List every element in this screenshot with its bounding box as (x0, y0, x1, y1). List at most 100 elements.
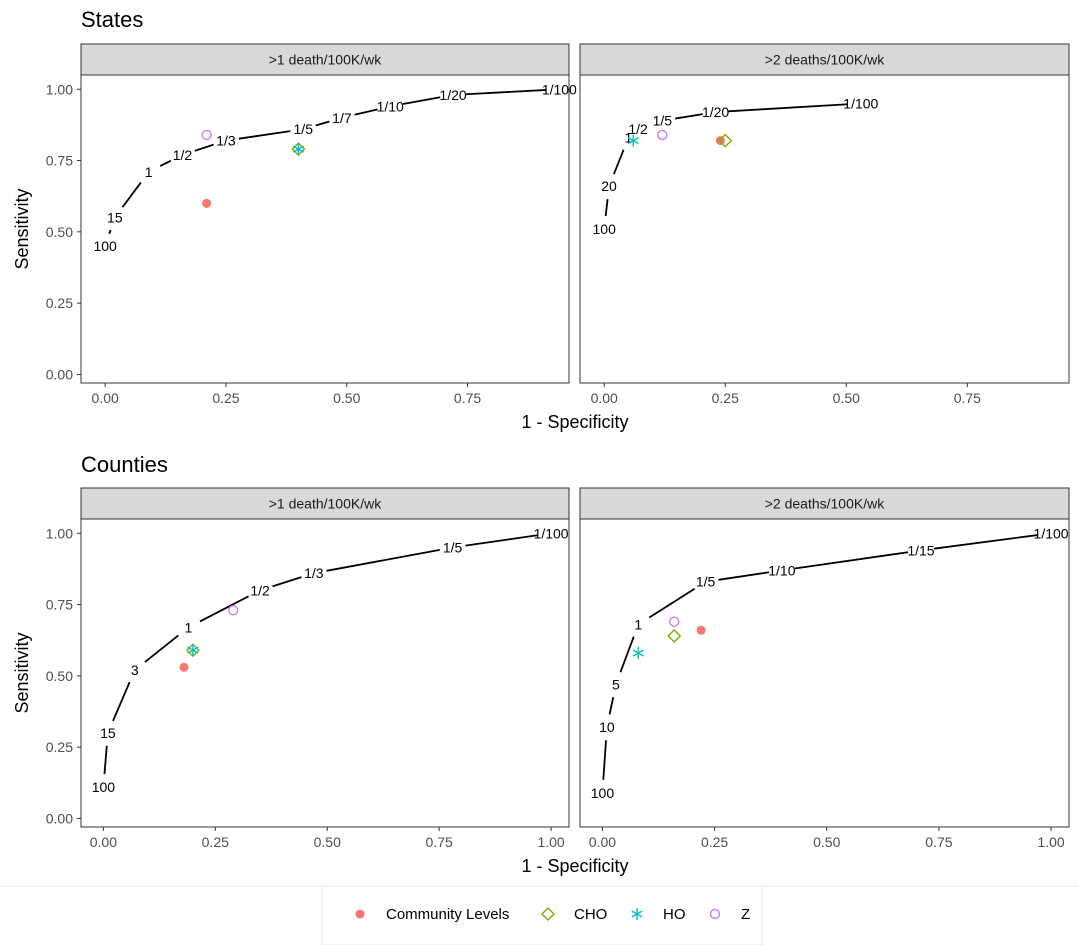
legend-item: CHO (541, 906, 607, 923)
y-tick-label: 0.75 (46, 597, 73, 613)
chart-panel: >2 deaths/100K/wk 0.00 0.25 0.50 0.75 1.00 100… (579, 487, 1070, 850)
x-tick-label: 0.25 (212, 390, 239, 406)
x-tick-label: 0.25 (712, 390, 739, 406)
threshold-label: 1/3 (216, 133, 236, 149)
facet-strip (80, 487, 570, 520)
x-tick-label: 0.75 (426, 834, 453, 850)
y-tick-label: 0.25 (46, 295, 73, 311)
legend-label: Community Levels (386, 906, 509, 923)
x-tick-label: 0.75 (954, 390, 981, 406)
community-levels-point (696, 625, 706, 635)
chart-panel: Counties >1 death/100K/wk 0.00 0.25 0.50 0.75… (12, 452, 570, 850)
legend-box (321, 885, 763, 945)
roc-curve-segment (465, 89, 547, 96)
threshold-label: 100 (591, 785, 615, 801)
roc-curve-segment (194, 143, 214, 152)
threshold-label: 1/100 (843, 96, 878, 112)
x-tick-label: 0.00 (90, 834, 117, 850)
threshold-label: 20 (601, 178, 617, 194)
y-tick-label: 0.75 (46, 153, 73, 169)
roc-curve-segment (354, 108, 378, 116)
roc-curve-segment (144, 634, 179, 663)
roc-curve-segment (326, 548, 440, 572)
roc-curve-segment (619, 636, 635, 673)
roc-curve-segment (159, 159, 172, 167)
chart-panel: States >1 death/100K/wk 0.00 0.25 0.50 0.75 1.… (12, 7, 577, 406)
x-tick-label: 0.50 (333, 390, 360, 406)
legend-label: HO (663, 906, 686, 923)
y-tick-label: 1.00 (46, 525, 73, 541)
roc-curve-segment (794, 551, 909, 570)
roc-curve-segment (238, 130, 291, 140)
threshold-label: 1/5 (696, 574, 716, 590)
threshold-label: 1/2 (250, 582, 270, 598)
threshold-label: 15 (100, 725, 116, 741)
threshold-label: 100 (93, 238, 117, 254)
threshold-label: 10 (599, 719, 615, 735)
panel-border (80, 518, 570, 828)
y-axis-title: Sensitivity (12, 188, 32, 269)
z-point (228, 605, 239, 616)
legend-item: HO (631, 906, 686, 923)
chart-area: States >1 death/100K/wk 0.00 0.25 0.50 0.75 1.… (12, 7, 1070, 876)
roc-curve-segment (402, 96, 441, 105)
z-point (657, 129, 668, 141)
threshold-label: 1/100 (542, 81, 577, 97)
threshold-label: 1/5 (443, 540, 463, 556)
ho-point (187, 644, 199, 657)
roc-curve-segment (608, 696, 615, 715)
cho-point (667, 628, 682, 643)
x-axis-title: 1 - Specificity (521, 412, 628, 432)
roc-curve-segment (199, 595, 249, 623)
x-tick-label: 1.00 (537, 834, 564, 850)
threshold-label: 1/100 (534, 525, 569, 541)
threshold-label: 100 (92, 779, 116, 795)
section-title: States (81, 7, 143, 32)
diamond-icon (541, 907, 555, 921)
threshold-label: 1/20 (439, 87, 466, 103)
facet-strip-label: >1 death/100K/wk (269, 496, 382, 512)
x-tick-label: 0.50 (813, 834, 840, 850)
roc-curve-segment (602, 740, 607, 780)
threshold-label: 1/5 (653, 113, 673, 129)
roc-curve-segment (613, 149, 625, 175)
roc-curve-segment (121, 181, 142, 208)
roc-curve-segment (648, 587, 696, 619)
community-levels-point (715, 136, 725, 146)
panel-border (579, 74, 1070, 384)
y-tick-label: 0.00 (46, 366, 73, 382)
legend-label: CHO (574, 906, 607, 923)
asterisk-icon (631, 908, 643, 920)
filled-circle-icon (355, 909, 365, 919)
y-axis-title: Sensitivity (12, 632, 32, 713)
roc-curve-segment (315, 120, 330, 127)
roc-curve-segment (674, 113, 703, 120)
legend-label: Z (741, 906, 750, 923)
facet-strip-label: >2 deaths/100K/wk (765, 496, 885, 512)
x-tick-label: 0.25 (701, 834, 728, 850)
roc-curve-segment (933, 534, 1039, 550)
x-tick-label: 0.75 (454, 390, 481, 406)
x-tick-label: 0.00 (92, 390, 119, 406)
threshold-label: 1/10 (768, 562, 795, 578)
roc-curve-segment (604, 199, 609, 217)
x-tick-label: 0.00 (591, 390, 618, 406)
ho-point (627, 134, 639, 147)
chart-panel: >2 deaths/100K/wk0.00 0.25 0.50 0.751002011… (579, 43, 1070, 406)
threshold-label: 100 (593, 221, 617, 237)
y-tick-label: 0.25 (46, 739, 73, 755)
threshold-label: 1/2 (173, 147, 193, 163)
y-tick-label: 0.50 (46, 668, 73, 684)
legend: Community Levels CHO HO Z (0, 885, 1078, 945)
threshold-label: 1/5 (294, 121, 314, 137)
x-tick-label: 0.25 (202, 834, 229, 850)
x-tick-label: 0.75 (925, 834, 952, 850)
roc-curve-segment (465, 534, 539, 547)
cho-point (718, 133, 733, 148)
x-tick-label: 1.00 (1037, 834, 1064, 850)
roc-curve-segment (103, 745, 108, 775)
facet-strip-label: >1 death/100K/wk (269, 52, 382, 68)
legend-item: Community Levels (355, 906, 509, 923)
z-point (669, 616, 680, 627)
